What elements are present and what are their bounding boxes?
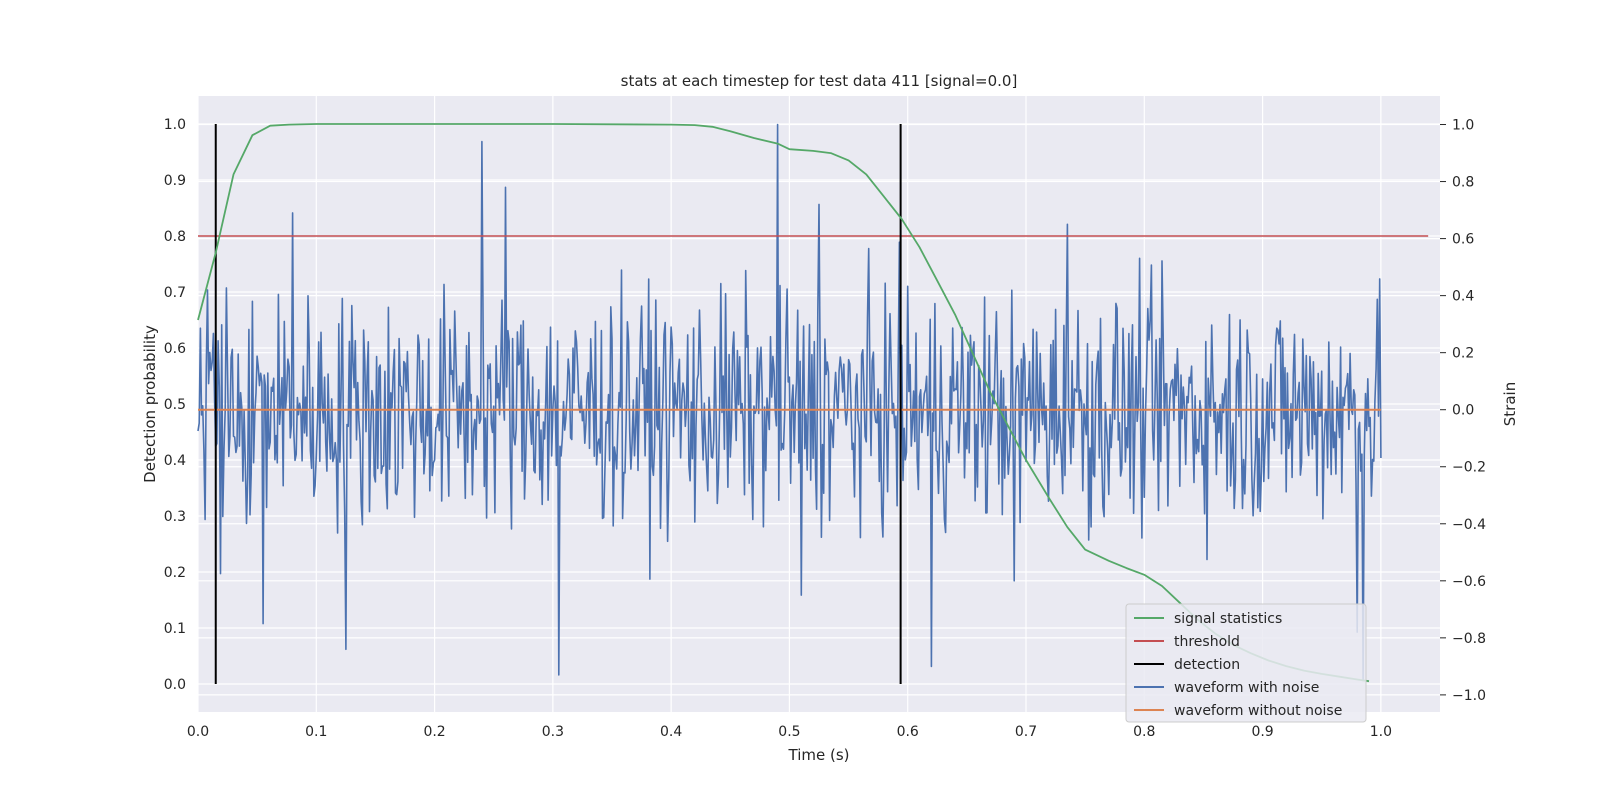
x-tick-label: 1.0 [1370, 724, 1392, 740]
x-tick-label: 0.7 [1015, 724, 1037, 740]
x-tick-label: 0.3 [542, 724, 564, 740]
y2-tick-label: 0.8 [1452, 175, 1474, 191]
y2-tick-label: 1.0 [1452, 118, 1474, 134]
legend-label: detection [1174, 657, 1240, 673]
legend-item: waveform without noise [1134, 703, 1342, 719]
legend-box [1125, 603, 1367, 723]
x-tick-label: 0.2 [423, 724, 445, 740]
y2-tick-label: −0.6 [1452, 574, 1486, 590]
chart-title: stats at each timestep for test data 411… [621, 72, 1018, 90]
legend: signal statistics threshold detection wavef… [1125, 603, 1367, 723]
y-tick-label: 0.1 [164, 621, 186, 637]
y-tick-label: 0.9 [164, 173, 186, 189]
x-tick-label: 0.0 [187, 724, 209, 740]
y2-tick-label: −0.4 [1452, 517, 1486, 533]
y2-tick-label: 0.2 [1452, 346, 1474, 362]
x-tick-label: 0.8 [1133, 724, 1155, 740]
legend-item: signal statistics [1134, 611, 1282, 627]
legend-item: detection [1134, 657, 1240, 673]
x-tick-label: 0.9 [1251, 724, 1273, 740]
x-axis-label: Time (s) [788, 746, 850, 764]
x-tick-label: 0.4 [660, 724, 682, 740]
y-axis-right-ticks: −1.0 −0.8 −0.6 −0.4 −0.2 0.0 0.2 0.4 0.6 0.8 1.0 [1440, 118, 1486, 704]
y2-tick-label: −0.8 [1452, 631, 1486, 647]
x-tick-label: 0.5 [778, 724, 800, 740]
y-tick-label: 0.0 [164, 677, 186, 693]
y2-tick-label: 0.6 [1452, 232, 1474, 248]
y-tick-label: 0.2 [164, 565, 186, 581]
y2-tick-label: −1.0 [1452, 688, 1486, 704]
y-axis-right-label: Strain [1501, 382, 1519, 426]
legend-label: threshold [1174, 634, 1240, 650]
y-tick-label: 0.5 [164, 397, 186, 413]
series-waveform-with-noise [197, 123, 1382, 682]
y-tick-label: 0.3 [164, 509, 186, 525]
legend-label: signal statistics [1174, 611, 1282, 627]
x-tick-label: 0.1 [305, 724, 327, 740]
legend-label: waveform without noise [1174, 703, 1342, 719]
legend-label: waveform with noise [1174, 680, 1319, 696]
y-tick-label: 0.7 [164, 285, 186, 301]
y2-tick-label: 0.0 [1452, 403, 1474, 419]
series-layer [197, 123, 1429, 684]
y2-tick-label: 0.4 [1452, 289, 1474, 305]
x-axis-ticks: 0.0 0.1 0.2 0.3 0.4 0.5 0.6 0.7 0.8 0.9 1.0 [187, 724, 1392, 740]
y-axis-left-label: Detection probability [141, 325, 159, 483]
legend-item: threshold [1134, 634, 1240, 650]
y-tick-label: 0.8 [164, 229, 186, 245]
x-tick-label: 0.6 [897, 724, 919, 740]
y2-tick-label: −0.2 [1452, 460, 1486, 476]
y-tick-label: 1.0 [164, 117, 186, 133]
y-tick-label: 0.6 [164, 341, 186, 357]
legend-item: waveform with noise [1134, 680, 1319, 696]
y-tick-label: 0.4 [164, 453, 186, 469]
y-axis-left-ticks: 0.0 0.1 0.2 0.3 0.4 0.5 0.6 0.7 0.8 0.9 1.0 [164, 117, 186, 693]
